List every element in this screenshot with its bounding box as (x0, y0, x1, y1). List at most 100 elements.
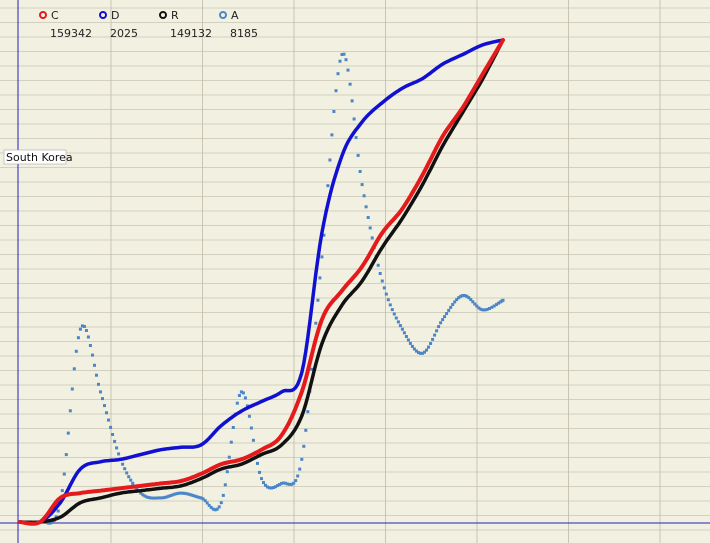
series-a-point (272, 486, 276, 489)
series-a-point (93, 363, 96, 367)
series-a-point (103, 404, 106, 408)
series-a-point (105, 411, 108, 415)
series-a-point (392, 312, 396, 316)
series-a-point (171, 493, 175, 497)
series-a-point (88, 344, 92, 347)
series-a-point (492, 304, 496, 308)
series-a-point (346, 68, 350, 72)
series-a-point (199, 496, 203, 500)
series-a-point (149, 496, 153, 500)
series-a-point (70, 387, 74, 391)
series-a-point (147, 496, 151, 500)
series-a-point (290, 482, 294, 486)
series-a-point (501, 298, 505, 302)
series-a-point (435, 329, 439, 333)
series-a-point (280, 481, 284, 485)
legend: C 159342 D 2025 R 149132 A 8185 (39, 9, 258, 40)
series-a-point (282, 481, 286, 485)
series-a-point (139, 491, 143, 495)
series-a-point (111, 433, 115, 436)
series-a-point (237, 394, 241, 397)
series-a-point (54, 515, 58, 519)
series-a-point (153, 496, 157, 500)
legend-value-r: 149132 (170, 27, 212, 40)
series-a-point (74, 349, 78, 353)
series-a-point (378, 272, 382, 275)
series-a-point (390, 308, 394, 312)
series-a-point (215, 507, 219, 511)
series-a-point (260, 477, 263, 481)
series-a-point (286, 482, 290, 486)
legend-marker-r (159, 11, 167, 19)
series-a-point (256, 461, 259, 465)
series-a-point (376, 263, 380, 267)
series-a-point (223, 483, 227, 487)
series-a-point (195, 495, 199, 499)
series-a-point (467, 296, 471, 300)
series-a-point (463, 294, 467, 297)
series-r-line (18, 38, 505, 525)
series-a-point (209, 506, 213, 509)
series-layer (18, 38, 505, 526)
legend-marker-d (99, 11, 107, 19)
series-a-point (72, 367, 76, 371)
series-a-point (125, 471, 129, 475)
series-a-point (165, 495, 169, 499)
series-a-point (141, 493, 145, 497)
series-a-point (129, 478, 133, 482)
series-a-point (245, 404, 249, 408)
series-a-point (306, 410, 310, 414)
series-a-point (243, 396, 247, 400)
series-a-point (433, 333, 437, 337)
series-a-point (274, 485, 278, 489)
series-a-point (459, 294, 463, 298)
series-a-point (159, 496, 163, 500)
series-a-point (135, 487, 139, 491)
series-a-point (360, 183, 364, 187)
series-a-point (115, 446, 119, 450)
series-a-point (247, 414, 251, 418)
series-a-point (239, 390, 243, 394)
series-a-point (213, 508, 217, 512)
series-a-point (48, 521, 52, 525)
series-a-point (201, 497, 205, 501)
series-a-point (278, 483, 282, 486)
series-a-point (266, 485, 269, 489)
series-a-point (441, 318, 445, 322)
series-a-point (302, 444, 306, 448)
series-a-point (410, 344, 414, 348)
series-a-point (386, 298, 390, 302)
series-a-point (469, 298, 473, 302)
series-a-point (330, 133, 334, 137)
series-a-point (60, 489, 64, 493)
series-a-point (465, 294, 469, 298)
series-a-point (415, 349, 418, 353)
series-a-point (338, 59, 342, 63)
series-a-point (477, 306, 481, 310)
series-a-point (354, 136, 358, 140)
region-label-box: South Korea (3, 149, 73, 165)
series-a-point (80, 324, 84, 328)
series-a-point (64, 453, 68, 457)
region-label: South Korea (6, 151, 73, 164)
series-a-point (229, 440, 233, 444)
series-a-point (276, 484, 280, 488)
series-a-point (368, 226, 372, 230)
series-a-point (227, 455, 231, 459)
series-a-point (342, 52, 346, 56)
series-a-point (494, 303, 498, 307)
series-d-line (18, 38, 505, 526)
series-a-point (445, 312, 449, 315)
series-a-point (429, 342, 433, 345)
series-a-point (191, 494, 195, 497)
series-a-point (453, 300, 457, 304)
series-a-point (264, 483, 267, 487)
series-a-point (340, 53, 344, 56)
series-a-point (356, 153, 360, 157)
series-a-point (193, 494, 197, 498)
series-a-point (382, 286, 386, 290)
series-a-point (131, 481, 135, 485)
series-a-point (91, 353, 94, 357)
series-a-point (404, 335, 408, 338)
series-a-point (326, 184, 330, 188)
